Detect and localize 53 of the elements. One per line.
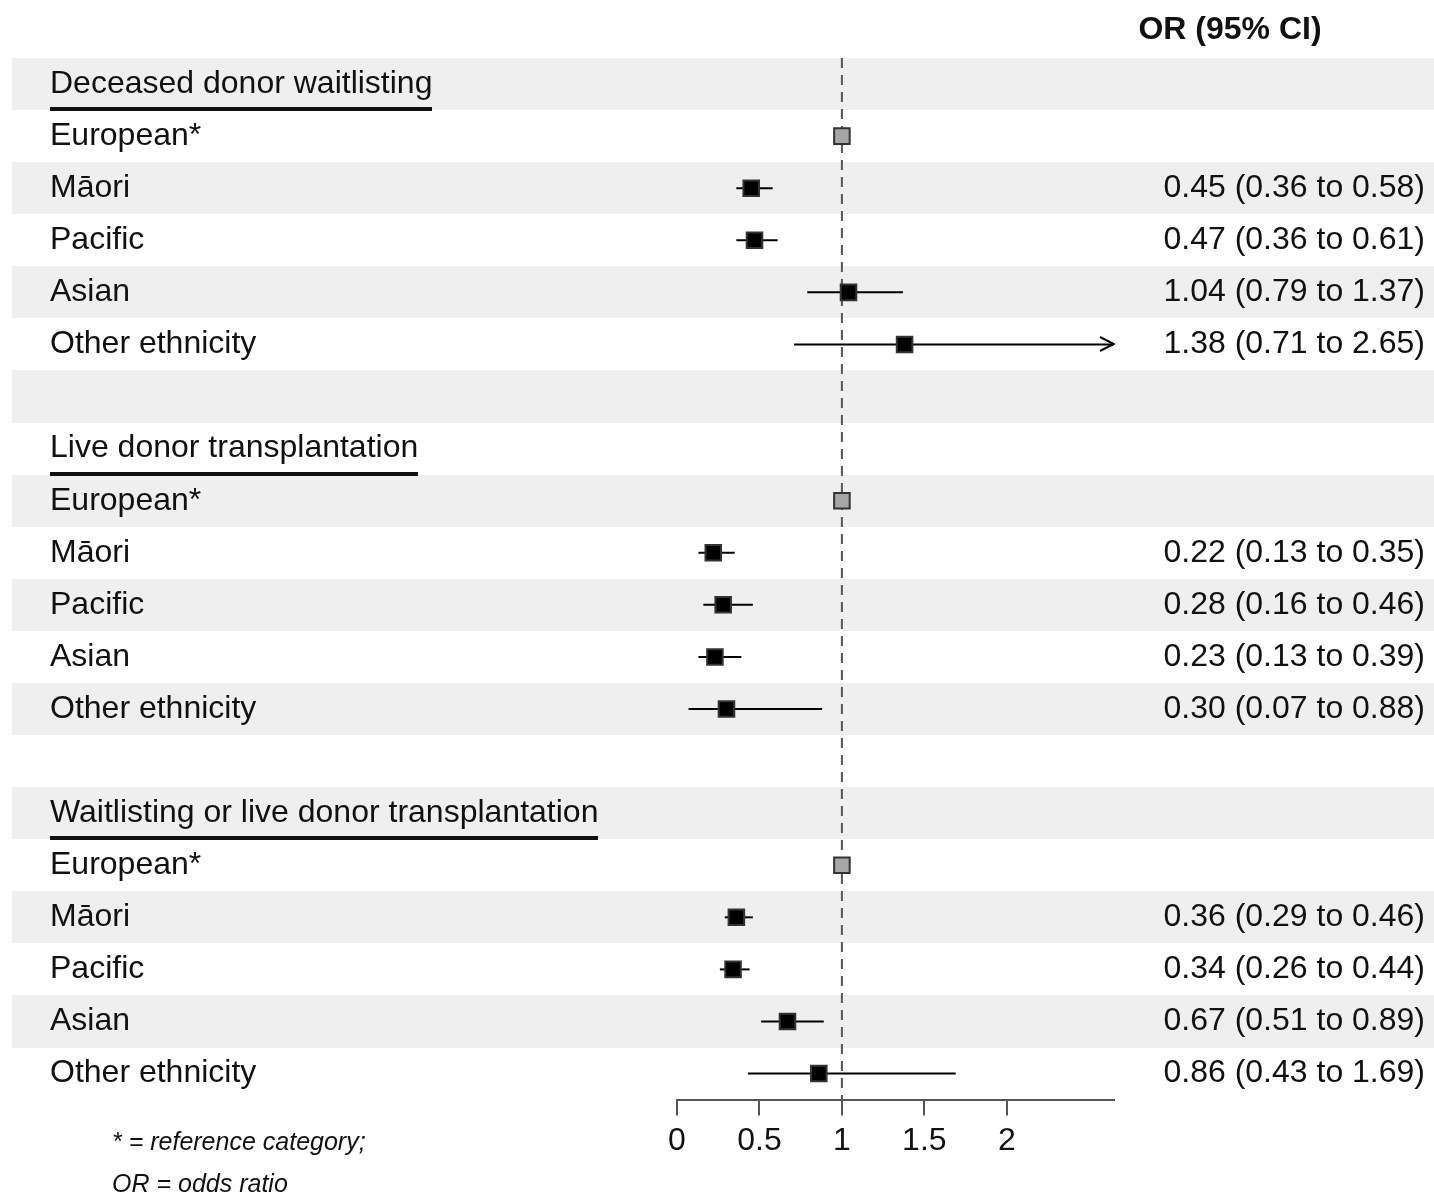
point bbox=[745, 231, 764, 250]
point bbox=[778, 1012, 797, 1031]
y-tick-label: European* bbox=[50, 845, 202, 882]
y-tick-label: Asian bbox=[50, 272, 131, 309]
point bbox=[895, 335, 914, 354]
point bbox=[833, 491, 851, 510]
point bbox=[724, 960, 742, 979]
point bbox=[833, 127, 851, 145]
y-tick-label: Māori bbox=[50, 532, 131, 569]
x-tick-label: 1.5 bbox=[902, 1120, 947, 1157]
data-label: 0.34 (0.26 to 0.44) bbox=[1163, 949, 1425, 986]
data-label: 0.30 (0.07 to 0.88) bbox=[1163, 688, 1425, 725]
text: OR (95% CI) bbox=[1138, 9, 1322, 46]
point bbox=[833, 856, 851, 875]
point bbox=[727, 908, 746, 927]
y-tick-label: Asian bbox=[50, 636, 131, 673]
y-tick-label: Pacific bbox=[50, 949, 145, 986]
data-label: 0.23 (0.13 to 0.39) bbox=[1163, 636, 1425, 673]
y-tick-label: Live donor transplantation bbox=[50, 428, 419, 465]
x-tick-label: 2 bbox=[997, 1120, 1016, 1157]
y-tick-label: Māori bbox=[50, 168, 131, 205]
y-tick-label: European* bbox=[50, 115, 202, 152]
point bbox=[717, 700, 736, 718]
data-label: 0.45 (0.36 to 0.58) bbox=[1163, 168, 1425, 205]
y-tick-label: Pacific bbox=[50, 220, 145, 257]
y-tick-label: Other ethnicity bbox=[50, 688, 257, 725]
data-label: 1.38 (0.71 to 2.65) bbox=[1163, 324, 1425, 361]
x-tick-label: 0.5 bbox=[737, 1120, 782, 1157]
y-tick-label: Māori bbox=[50, 897, 131, 934]
point bbox=[839, 283, 858, 302]
point bbox=[714, 596, 732, 614]
y-tick-label: Waitlisting or live donor transplantation bbox=[50, 792, 599, 829]
data-label: 0.67 (0.51 to 0.89) bbox=[1163, 1001, 1425, 1038]
x-tick-label: 0 bbox=[668, 1120, 686, 1157]
y-tick-label: Other ethnicity bbox=[50, 324, 257, 361]
point bbox=[704, 543, 723, 562]
y-tick-label: Asian bbox=[50, 1001, 131, 1038]
data-label: 0.36 (0.29 to 0.46) bbox=[1163, 897, 1425, 934]
point bbox=[810, 1064, 828, 1083]
point bbox=[742, 179, 760, 197]
point bbox=[706, 648, 724, 666]
data-label: 1.04 (0.79 to 1.37) bbox=[1163, 272, 1425, 309]
data-label: 0.22 (0.13 to 0.35) bbox=[1163, 532, 1425, 569]
text: OR = odds ratio bbox=[112, 1168, 288, 1196]
y-tick-label: Pacific bbox=[50, 584, 145, 621]
y-tick-label: Deceased donor waitlisting bbox=[50, 63, 433, 100]
x-tick-label: 1 bbox=[833, 1120, 851, 1157]
data-label: 0.47 (0.36 to 0.61) bbox=[1163, 220, 1425, 257]
y-tick-label: Other ethnicity bbox=[50, 1053, 257, 1090]
data-label: 0.28 (0.16 to 0.46) bbox=[1163, 584, 1425, 621]
text: * = reference category; bbox=[112, 1126, 366, 1155]
data-label: 0.86 (0.43 to 1.69) bbox=[1163, 1053, 1425, 1090]
y-tick-label: European* bbox=[50, 480, 202, 517]
